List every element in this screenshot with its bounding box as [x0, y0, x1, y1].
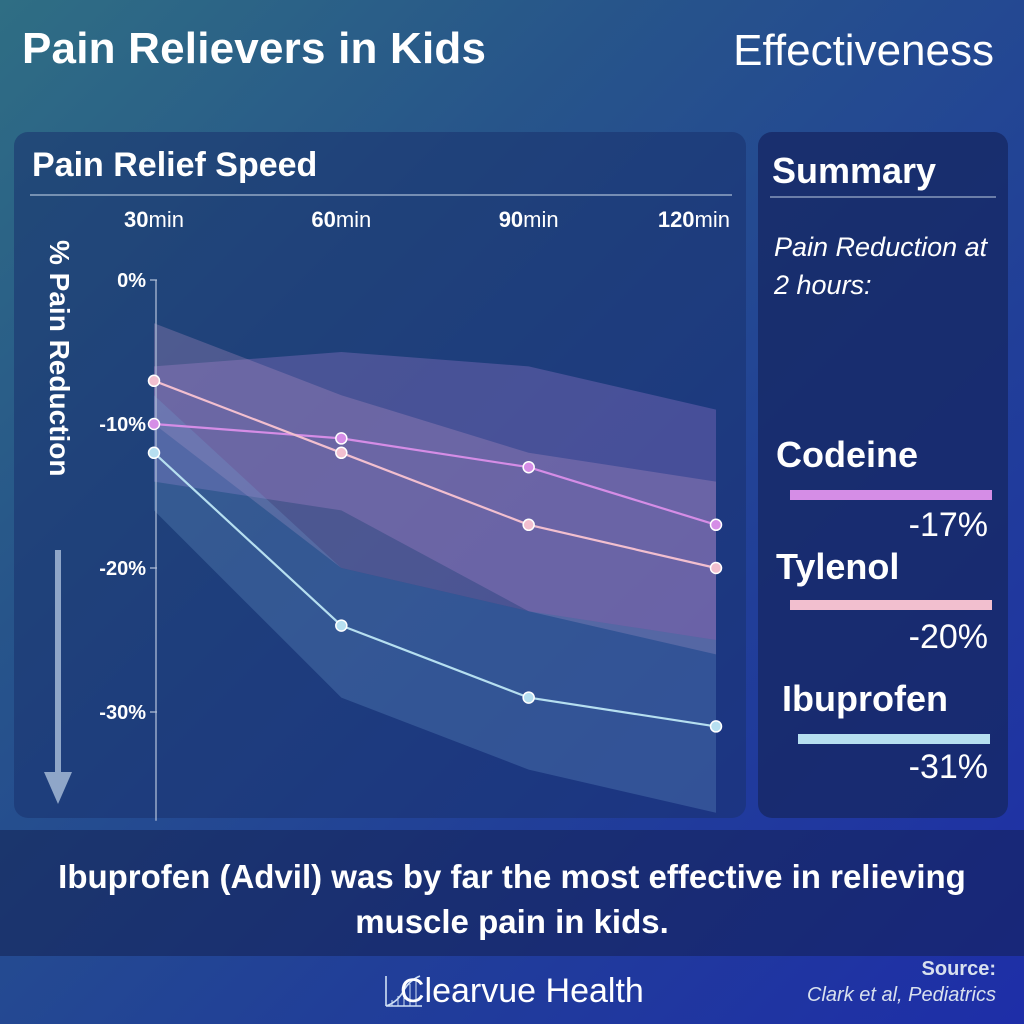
page-title: Pain Relievers in Kids: [22, 24, 487, 73]
y-tick-label: 0%: [117, 270, 146, 292]
data-point-tylenol: [335, 446, 348, 460]
y-tick-label: -30%: [99, 702, 146, 724]
summary-note: Pain Reduction at 2 hours:: [774, 232, 988, 300]
summary-item-name: Ibuprofen: [782, 678, 948, 719]
data-point-tylenol: [709, 561, 723, 575]
summary-item-bar: [790, 490, 992, 500]
summary-item-value: -17%: [908, 506, 988, 544]
x-tick-label: 120min: [658, 207, 730, 232]
data-point-codeine: [522, 460, 535, 474]
data-point-ibuprofen: [335, 619, 348, 632]
series-line-ibuprofen: [153, 451, 717, 728]
callout-text: Ibuprofen (Advil) was by far the most ef…: [58, 858, 966, 940]
data-point-ibuprofen: [522, 691, 535, 704]
page-subtitle: Effectiveness: [733, 26, 994, 75]
summary-divider: [770, 196, 996, 198]
series-line-tylenol: [153, 379, 717, 570]
summary-title: Summary: [772, 150, 937, 191]
down-arrow-icon: [44, 772, 72, 804]
data-point-codeine: [709, 518, 723, 532]
summary-panel: Summary Pain Reduction at 2 hours: Codei…: [758, 132, 1008, 818]
confidence-band-codeine: [154, 352, 716, 640]
y-axis-label: % Pain Reduction: [44, 240, 75, 476]
y-tick-label: -10%: [99, 414, 146, 436]
summary-item-value: -20%: [908, 618, 988, 656]
data-point-ibuprofen: [147, 446, 161, 460]
confidence-band-ibuprofen: [154, 395, 716, 813]
x-tick-label: 90min: [499, 207, 559, 232]
chart-panel: Pain Relief Speed: [14, 132, 746, 818]
data-point-tylenol: [147, 374, 161, 388]
summary-item-name: Tylenol: [776, 546, 900, 587]
line-chart: 0% -10% -20% -30% 30min 60min 90min 120min % Pai…: [44, 207, 730, 821]
y-tick-label: -20%: [99, 558, 146, 580]
x-tick-label: 60min: [311, 207, 371, 232]
chart-title: Pain Relief Speed: [32, 146, 318, 184]
chart-logo-icon: [385, 975, 422, 1007]
x-tick-label: 30min: [124, 207, 184, 232]
callout-banner: Ibuprofen (Advil) was by far the most ef…: [0, 830, 1024, 956]
summary-item-value: -31%: [908, 748, 988, 786]
data-point-codeine: [147, 417, 161, 431]
data-point-ibuprofen: [709, 720, 723, 733]
summary-item-name: Codeine: [776, 434, 919, 475]
data-point-tylenol: [522, 518, 535, 532]
data-point-codeine: [335, 432, 348, 445]
down-arrow-shaft: [55, 550, 61, 772]
source-label: Source:: [921, 958, 996, 980]
summary-item-bar: [790, 600, 992, 610]
source-text: Clark et al, Pediatrics: [807, 984, 996, 1006]
chart-title-divider: [30, 194, 732, 196]
footer: Clearvue Health Source: Clark et al, Ped…: [0, 958, 1024, 1024]
series-line-codeine: [153, 422, 717, 526]
brand-name: Clearvue Health: [400, 972, 644, 1010]
summary-item-bar: [798, 734, 990, 744]
